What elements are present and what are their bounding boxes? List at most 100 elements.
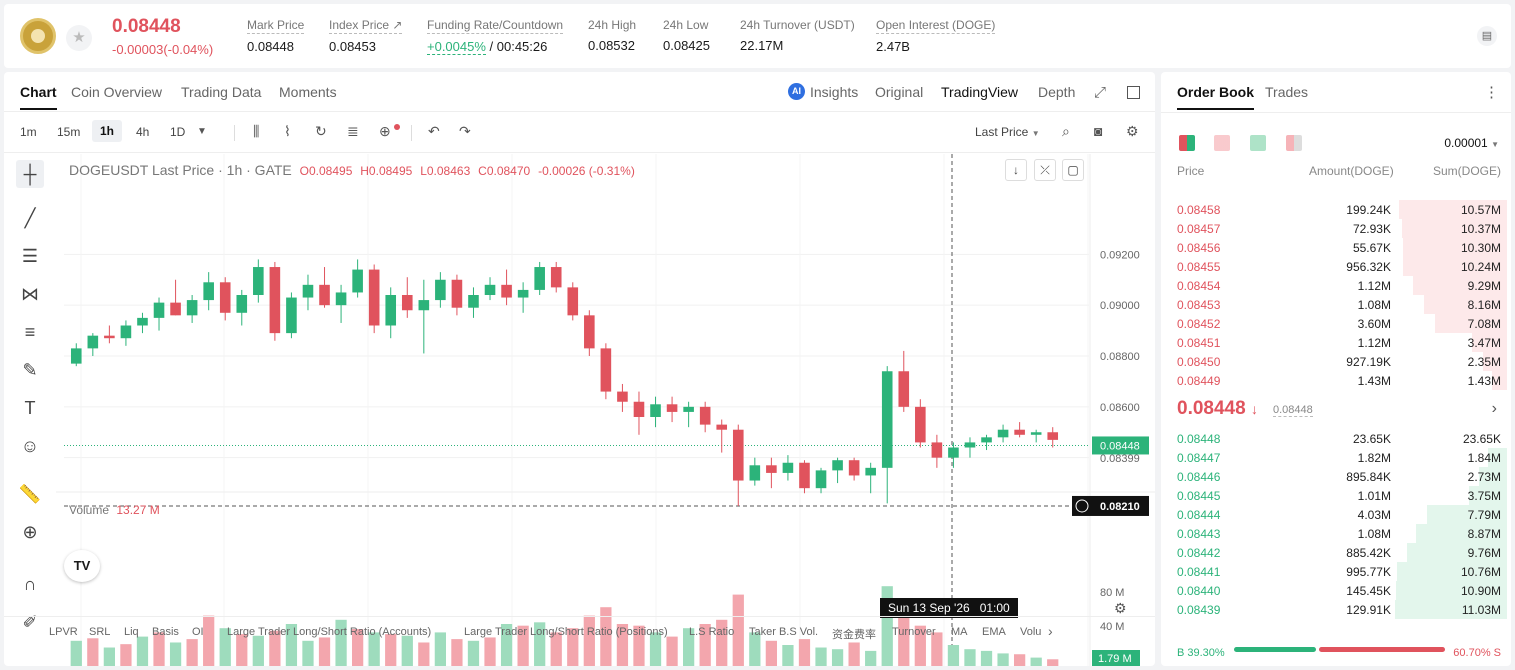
volume-bar [931, 632, 942, 666]
pencil-lock-icon[interactable]: ✐ [22, 612, 38, 632]
stat-open-interest[interactable]: Open Interest (DOGE) 2.47B [876, 18, 996, 54]
timeframe-1d[interactable]: 1D [170, 125, 186, 139]
price-source-select[interactable]: Last Price ▼ [975, 125, 1040, 139]
magnet-icon[interactable]: ∩ [23, 574, 37, 594]
view-asks-icon[interactable] [1214, 135, 1230, 151]
ask-row[interactable]: 0.08455 956.32K 10.24M [1177, 257, 1507, 276]
drawing-tools: ┼ ╱ ☰ ⋈ ≡ ✎ T ☺ 📏 ⊕ ∩ ✐ [12, 160, 48, 660]
timeframe-dropdown-icon[interactable]: ▼ [197, 126, 207, 137]
templates-icon[interactable]: ≣ [347, 123, 359, 139]
tab-coin-overview[interactable]: Coin Overview [71, 84, 163, 100]
chevron-right-icon[interactable]: › [1491, 400, 1497, 417]
bid-row[interactable]: 0.08443 1.08M 8.87M [1177, 524, 1507, 543]
ask-row[interactable]: 0.08449 1.43M 1.43M [1177, 371, 1507, 390]
text-tool-icon[interactable]: T [24, 398, 36, 418]
settings-gear-icon[interactable]: ⚙ [1126, 123, 1139, 139]
indicator-turnover[interactable]: Turnover [892, 626, 936, 638]
brush-icon[interactable]: ✎ [22, 360, 38, 380]
zoom-in-icon[interactable]: ⊕ [22, 522, 38, 542]
tab-trades[interactable]: Trades [1265, 84, 1309, 100]
ask-row[interactable]: 0.08451 1.12M 3.47M [1177, 333, 1507, 352]
indicator-basis[interactable]: Basis [152, 626, 179, 638]
stat-mark-price[interactable]: Mark Price 0.08448 [247, 18, 305, 54]
guide-book-icon[interactable]: ▤ [1477, 26, 1497, 46]
precision-select[interactable]: 0.00001 ▼ [1444, 136, 1499, 150]
timeframe-4h[interactable]: 4h [136, 125, 150, 139]
horizontal-lines-icon[interactable]: ☰ [21, 246, 39, 266]
ask-row[interactable]: 0.08456 55.67K 10.30M [1177, 238, 1507, 257]
indicator-ls-positions[interactable]: Large Trader Long/Short Ratio (Positions… [464, 626, 668, 638]
volume-bar [700, 624, 711, 666]
price-chart[interactable]: 0.09200 0.09000 0.08800 0.08600 0.083990.084… [56, 154, 1155, 666]
fib-icon[interactable]: ≡ [24, 322, 36, 342]
axis-settings-icon[interactable]: ⚙ [1114, 600, 1127, 616]
indicator-lpvr[interactable]: LPVR [49, 626, 78, 638]
ask-row[interactable]: 0.08454 1.12M 9.29M [1177, 276, 1507, 295]
view-original[interactable]: Original [875, 84, 924, 100]
crosshair-icon[interactable]: ┼ [16, 160, 44, 188]
collapse-icon[interactable]: ⤫ [1034, 159, 1056, 181]
indicator-liq[interactable]: Liq [124, 626, 139, 638]
view-bids-icon[interactable] [1250, 135, 1266, 151]
expand-icon[interactable]: ⤢ [1094, 84, 1107, 101]
redo-icon[interactable]: ↷ [459, 123, 471, 139]
indicator-oi[interactable]: OI [192, 626, 204, 638]
more-vertical-icon[interactable]: ⋮ [1484, 84, 1499, 101]
scroll-down-icon[interactable]: ↓ [1005, 159, 1027, 181]
trend-line-icon[interactable]: ╱ [24, 208, 36, 228]
indicator-ma[interactable]: MA [951, 626, 968, 638]
price-axis-label: 0.08399 [1100, 453, 1140, 465]
view-both-icon[interactable] [1179, 135, 1195, 151]
tab-trading-data[interactable]: Trading Data [181, 84, 262, 100]
ask-row[interactable]: 0.08457 72.93K 10.37M [1177, 219, 1507, 238]
bid-row[interactable]: 0.08448 23.65K 23.65K [1177, 429, 1501, 448]
indicator-volume[interactable]: Volu [1020, 626, 1042, 638]
replay-icon[interactable]: ↻ [315, 123, 327, 139]
ruler-icon[interactable]: 📏 [18, 484, 42, 504]
chevron-right-icon[interactable]: › [1048, 623, 1053, 639]
tab-chart[interactable]: Chart [20, 84, 57, 110]
tab-order-book[interactable]: Order Book [1177, 84, 1255, 110]
stat-funding-rate[interactable]: Funding Rate/Countdown +0.0045% / 00:45:… [427, 18, 564, 55]
bid-row[interactable]: 0.08440 145.45K 10.90M [1177, 581, 1507, 600]
candle-body [88, 336, 99, 349]
emoji-icon[interactable]: ☺ [20, 436, 40, 456]
timeframe-1h[interactable]: 1h [92, 120, 123, 142]
pattern-icon[interactable]: ⋈ [21, 284, 39, 304]
window-icon[interactable] [1127, 86, 1140, 99]
timeframe-15m[interactable]: 15m [57, 125, 81, 139]
bid-row[interactable]: 0.08445 1.01M 3.75M [1177, 486, 1507, 505]
search-icon[interactable]: ⌕ [1062, 123, 1070, 139]
favorite-star-icon[interactable]: ★ [66, 25, 92, 51]
view-insights[interactable]: Insights [810, 84, 859, 100]
undo-icon[interactable]: ↶ [428, 123, 440, 139]
bid-row[interactable]: 0.08441 995.77K 10.76M [1177, 562, 1507, 581]
bid-row[interactable]: 0.08442 885.42K 9.76M [1177, 543, 1507, 562]
camera-icon[interactable]: ◙ [1094, 123, 1103, 139]
row-sum: 8.87M [1467, 527, 1501, 541]
add-alert-icon[interactable]: ⊕ [379, 123, 391, 139]
bid-row[interactable]: 0.08444 4.03M 7.79M [1177, 505, 1507, 524]
ask-row[interactable]: 0.08452 3.60M 7.08M [1177, 314, 1507, 333]
indicator-srl[interactable]: SRL [89, 626, 111, 638]
ask-row[interactable]: 0.08453 1.08M 8.16M [1177, 295, 1507, 314]
tab-moments[interactable]: Moments [279, 84, 337, 100]
ask-row[interactable]: 0.08458 199.24K 10.57M [1177, 200, 1507, 219]
candle-type-icon[interactable]: ⫼ [253, 123, 260, 139]
view-trades-icon[interactable] [1286, 135, 1302, 151]
indicator-ls-ratio[interactable]: L.S Ratio [689, 626, 735, 638]
indicators-icon[interactable]: ⌇ [284, 123, 291, 139]
indicator-ema[interactable]: EMA [982, 626, 1006, 638]
indicator-taker-bs[interactable]: Taker B.S Vol. [749, 626, 819, 638]
fit-icon[interactable]: ▢ [1062, 159, 1084, 181]
view-tradingview[interactable]: TradingView [941, 84, 1019, 100]
bid-row[interactable]: 0.08446 895.84K 2.73M [1177, 467, 1507, 486]
ask-row[interactable]: 0.08450 927.19K 2.35M [1177, 352, 1507, 371]
stat-index-price[interactable]: Index Price ↗ 0.08453 [329, 18, 403, 54]
indicator-funding-rate[interactable]: 资金费率 [832, 629, 876, 641]
view-depth[interactable]: Depth [1038, 84, 1076, 100]
indicator-ls-accounts[interactable]: Large Trader Long/Short Ratio (Accounts) [227, 626, 432, 638]
bid-row[interactable]: 0.08447 1.82M 1.84M [1177, 448, 1507, 467]
bid-row[interactable]: 0.08439 129.91K 11.03M [1177, 600, 1507, 619]
timeframe-1m[interactable]: 1m [20, 125, 37, 139]
